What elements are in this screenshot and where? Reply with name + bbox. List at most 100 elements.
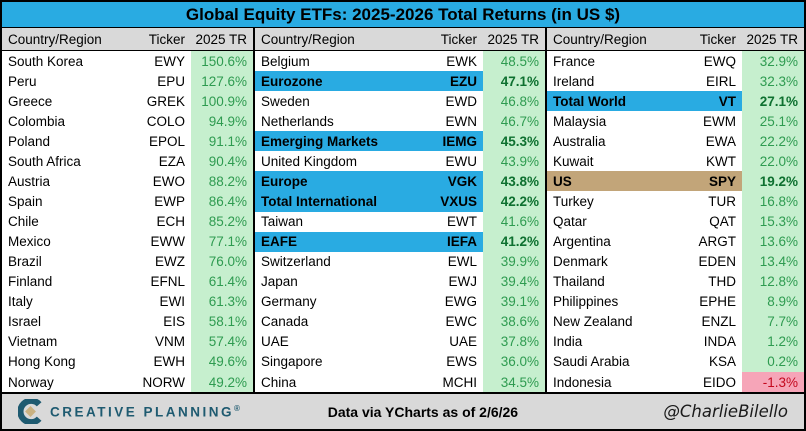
table-row: New Zealand ENZL 7.7% xyxy=(547,311,804,332)
header-row: Country/Region Ticker 2025 TR xyxy=(255,28,545,51)
country-cell: Europe xyxy=(255,171,423,192)
col-header-ticker: Ticker xyxy=(699,31,736,47)
logo-wordmark: CREATIVE PLANNING® xyxy=(50,403,243,420)
col-header-ticker: Ticker xyxy=(440,31,477,47)
ticker-cell: VT xyxy=(682,91,742,112)
table-row: Europe VGK 43.8% xyxy=(255,171,545,192)
tr-cell: 90.4% xyxy=(191,151,253,172)
table-group-1: Country/Region Ticker 2025 TR South Kore… xyxy=(2,28,253,393)
ticker-cell: ENZL xyxy=(701,314,736,330)
country-cell: Chile xyxy=(8,214,39,230)
table-row: Peru EPU 127.6% xyxy=(2,71,253,92)
table-row: Eurozone EZU 47.1% xyxy=(255,71,545,92)
ticker-cell: EWO xyxy=(152,173,185,189)
country-cell: Canada xyxy=(261,314,309,330)
country-cell: EAFE xyxy=(255,231,423,252)
country-cell: Denmark xyxy=(553,254,608,270)
tr-cell: 1.2% xyxy=(742,331,804,352)
country-cell: Singapore xyxy=(261,354,323,370)
ticker-cell: EWK xyxy=(446,53,477,69)
col-header-ticker: Ticker xyxy=(148,31,185,47)
table-row: Turkey TUR 16.8% xyxy=(547,191,804,212)
country-cell: Kuwait xyxy=(553,153,594,169)
table-row: Argentina ARGT 13.6% xyxy=(547,231,804,252)
tr-cell: 76.0% xyxy=(191,251,253,272)
country-cell: New Zealand xyxy=(553,314,633,330)
table-row: Mexico EWW 77.1% xyxy=(2,231,253,252)
table-row: Qatar QAT 15.3% xyxy=(547,211,804,232)
table-row: Kuwait KWT 22.0% xyxy=(547,151,804,172)
creative-planning-logo: CREATIVE PLANNING® xyxy=(18,399,242,424)
table-row: Thailand THD 12.8% xyxy=(547,271,804,292)
tr-cell: 57.4% xyxy=(191,331,253,352)
tr-cell: 36.0% xyxy=(483,351,545,372)
ticker-cell: EWQ xyxy=(703,53,736,69)
tr-cell: 49.2% xyxy=(191,372,253,393)
country-cell: Vietnam xyxy=(8,334,58,350)
tr-cell: 91.1% xyxy=(191,131,253,152)
table-row: Taiwan EWT 41.6% xyxy=(255,211,545,232)
country-cell: Total International xyxy=(255,191,423,212)
ticker-cell: EWA xyxy=(705,133,736,149)
tr-cell: 38.6% xyxy=(483,311,545,332)
table-row: EAFE IEFA 41.2% xyxy=(255,231,545,252)
country-cell: Malaysia xyxy=(553,113,607,129)
table-row: Chile ECH 85.2% xyxy=(2,211,253,232)
tr-cell: 61.4% xyxy=(191,271,253,292)
country-cell: Saudi Arabia xyxy=(553,354,630,370)
header-row: Country/Region Ticker 2025 TR xyxy=(547,28,804,51)
ticker-cell: EDEN xyxy=(698,254,736,270)
table-row: Vietnam VNM 57.4% xyxy=(2,331,253,352)
country-cell: Spain xyxy=(8,193,43,209)
country-cell: Austria xyxy=(8,173,51,189)
tr-cell: 16.8% xyxy=(742,191,804,212)
ticker-cell: EWD xyxy=(445,93,478,109)
table-row: Poland EPOL 91.1% xyxy=(2,131,253,152)
table-row: Japan EWJ 39.4% xyxy=(255,271,545,292)
tr-cell: 32.9% xyxy=(742,51,804,72)
ticker-cell: GREK xyxy=(146,93,185,109)
table-row: India INDA 1.2% xyxy=(547,331,804,352)
ticker-cell: UAE xyxy=(449,334,477,350)
table-row: Norway NORW 49.2% xyxy=(2,372,253,393)
author-handle: @CharlieBilello xyxy=(663,402,788,421)
table-row: Netherlands EWN 46.7% xyxy=(255,111,545,132)
country-cell: France xyxy=(553,53,596,69)
table-row: Sweden EWD 46.8% xyxy=(255,91,545,112)
country-cell: Japan xyxy=(261,274,298,290)
table-row: US SPY 19.2% xyxy=(547,171,804,192)
ticker-cell: EWH xyxy=(153,354,186,370)
tr-cell: 19.2% xyxy=(742,171,804,192)
table-row: Hong Kong EWH 49.6% xyxy=(2,351,253,372)
table-row: Spain EWP 86.4% xyxy=(2,191,253,212)
tr-cell: 43.9% xyxy=(483,151,545,172)
table-row: France EWQ 32.9% xyxy=(547,51,804,72)
country-cell: US xyxy=(547,171,682,192)
tr-cell: 7.7% xyxy=(742,311,804,332)
tr-cell: 48.5% xyxy=(483,51,545,72)
ticker-cell: EWT xyxy=(447,214,477,230)
col-header-tr: 2025 TR xyxy=(487,31,539,47)
col-header-country: Country/Region xyxy=(553,31,647,47)
tr-cell: 39.9% xyxy=(483,251,545,272)
table-row: Switzerland EWL 39.9% xyxy=(255,251,545,272)
ticker-cell: EWM xyxy=(703,113,736,129)
tr-cell: 34.5% xyxy=(483,372,545,393)
footer-bar: CREATIVE PLANNING® Data via YCharts as o… xyxy=(2,392,804,429)
tr-cell: 37.8% xyxy=(483,331,545,352)
table-row: Australia EWA 22.2% xyxy=(547,131,804,152)
country-cell: Philippines xyxy=(553,294,619,310)
ticker-cell: SPY xyxy=(682,171,742,192)
table-row: Canada EWC 38.6% xyxy=(255,311,545,332)
tr-cell: 13.4% xyxy=(742,251,804,272)
table-row: Brazil EWZ 76.0% xyxy=(2,251,253,272)
tr-cell: 39.4% xyxy=(483,271,545,292)
rows-group-1: South Korea EWY 150.6% Peru EPU 127.6% Greece G… xyxy=(2,51,253,393)
ticker-cell: KSA xyxy=(708,354,736,370)
ticker-cell: KWT xyxy=(706,153,736,169)
ticker-cell: EPOL xyxy=(148,133,185,149)
tr-cell: 47.1% xyxy=(483,71,545,92)
ticker-cell: EWU xyxy=(445,153,478,169)
country-cell: Turkey xyxy=(553,193,594,209)
